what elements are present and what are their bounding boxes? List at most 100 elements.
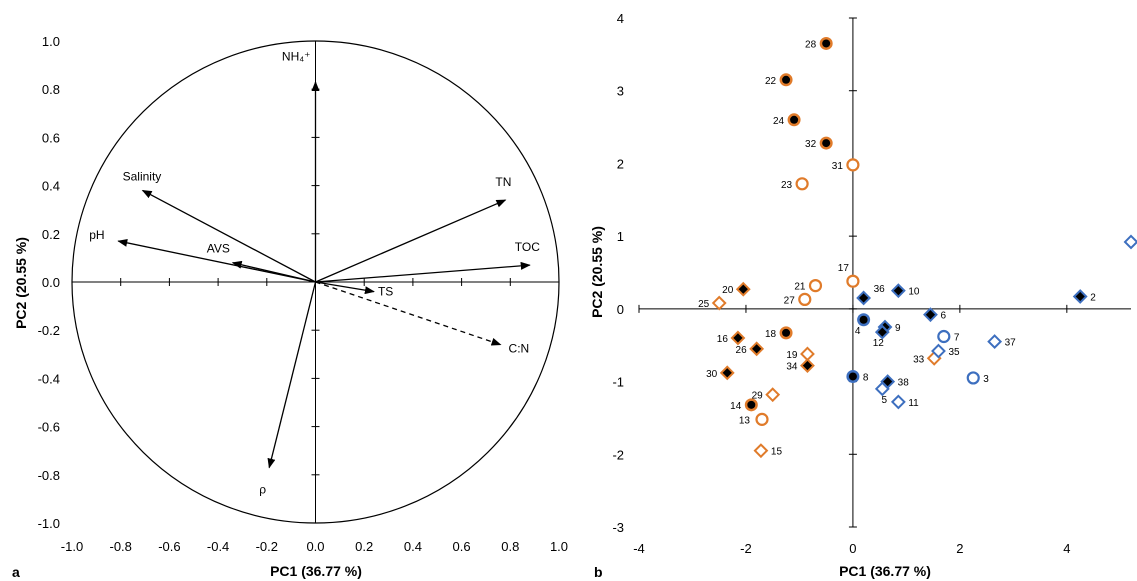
score-point	[735, 281, 751, 297]
score-point-inner	[848, 372, 857, 381]
score-point	[765, 387, 781, 403]
x-tick-label: 1.0	[550, 539, 568, 554]
score-point	[874, 324, 890, 340]
score-point-marker	[800, 346, 815, 362]
loading-vector-label: pH	[89, 228, 104, 242]
x-tick-label: 0.8	[501, 539, 519, 554]
panel-a-loading-plot: -1.0 -0.8 -0.6 -0.4 -0.2 0.0 0.2 0.4 0.6 0.8 1.0 -1…	[12, 34, 568, 580]
score-point-marker	[711, 295, 727, 311]
loading-vector-label: C:N	[509, 342, 530, 356]
score-point-marker	[800, 358, 815, 373]
loading-vector-label: Salinity	[123, 169, 162, 183]
score-point-marker	[730, 330, 746, 346]
score-point	[800, 346, 815, 362]
score-point-label: 28	[805, 39, 817, 50]
score-point-marker	[880, 374, 896, 389]
panel-label-a: a	[12, 564, 20, 580]
loading-vector	[267, 281, 317, 469]
score-point-label: 26	[736, 345, 748, 356]
score-point-label: 4	[855, 326, 861, 337]
score-point	[987, 334, 1003, 349]
score-point-marker	[890, 283, 906, 299]
y-tick-label: -0.8	[38, 468, 60, 483]
score-point	[846, 369, 860, 383]
loading-vector	[315, 281, 375, 295]
score-point-label: 21	[794, 282, 806, 293]
y-tick-label: 0.8	[42, 82, 60, 97]
x-tick-label: -0.8	[109, 539, 131, 554]
score-point-label: 14	[730, 401, 742, 412]
score-point-label: 2	[1090, 292, 1096, 303]
y-tick-label: 4	[617, 11, 624, 26]
score-point-marker	[846, 158, 860, 172]
loading-vector-label: ρ	[259, 483, 266, 497]
y-tick-label: -1.0	[38, 516, 60, 531]
score-point-label: 19	[786, 350, 798, 361]
x-tick-label: -1.0	[61, 539, 83, 554]
y-tick-label: 0.4	[42, 179, 60, 194]
loading-vector	[141, 189, 316, 283]
y-tick-label: 2	[617, 156, 624, 171]
y-tick-label: 1	[617, 229, 624, 244]
score-point-inner	[790, 115, 799, 124]
y-tick-label: 1.0	[42, 34, 60, 49]
y-tick-label: 0.0	[42, 275, 60, 290]
score-point	[795, 177, 809, 191]
score-point-inner	[859, 315, 868, 324]
score-point	[1123, 234, 1137, 250]
loading-vector-label: TS	[378, 285, 393, 299]
score-point	[1072, 289, 1088, 304]
score-point-marker	[937, 329, 951, 344]
score-point	[880, 374, 896, 389]
score-point-label: 23	[781, 180, 793, 191]
score-point-label: 33	[913, 354, 925, 365]
score-point-marker	[735, 281, 751, 297]
score-point	[730, 330, 746, 346]
score-point	[800, 358, 815, 373]
y-tick-label: -0.4	[38, 371, 60, 386]
score-point-marker	[1123, 234, 1137, 250]
score-point-inner	[822, 139, 831, 148]
score-point-label: 22	[765, 76, 777, 87]
y-tick-label: -1	[612, 375, 624, 390]
x-tick-label: -0.2	[256, 539, 278, 554]
x-tick-label: 4	[1063, 541, 1070, 556]
score-point-label: 20	[722, 285, 734, 296]
score-point-inner	[782, 328, 791, 337]
score-point-label: 8	[863, 372, 869, 383]
score-point	[966, 371, 980, 385]
x-tick-label: 0.2	[355, 539, 373, 554]
x-tick-label: -4	[633, 541, 645, 556]
score-point	[937, 329, 951, 344]
score-point-marker	[753, 443, 769, 459]
x-tick-label: -0.6	[158, 539, 180, 554]
score-point-label: 24	[773, 116, 785, 127]
score-point-marker	[923, 307, 938, 323]
score-point-label: 27	[784, 295, 796, 306]
score-point	[808, 278, 823, 293]
x-tick-label: -2	[740, 541, 752, 556]
y-axis-title: PC2 (20.55 %)	[13, 237, 29, 329]
loading-vector-label: NH₄⁺	[282, 49, 311, 63]
x-tick-label: 0.6	[453, 539, 471, 554]
y-tick-label: 3	[617, 84, 624, 99]
score-point-label: 16	[717, 334, 729, 345]
y-tick-label: 0	[617, 302, 624, 317]
score-point-marker	[966, 371, 980, 385]
score-point	[779, 73, 793, 87]
loading-vector-label: TOC	[515, 240, 540, 254]
score-point-label: 7	[954, 332, 960, 343]
loading-vector	[231, 260, 316, 283]
y-tick-label: -3	[612, 520, 624, 535]
score-point-label: 6	[940, 311, 946, 322]
y-tick-label: -2	[612, 447, 624, 462]
score-point-label: 38	[898, 378, 910, 389]
score-point	[857, 313, 871, 327]
x-tick-label: 0	[849, 541, 856, 556]
score-point-label: 11	[908, 398, 919, 409]
score-point-label: 10	[908, 287, 920, 298]
score-point-label: 25	[698, 299, 710, 310]
score-point	[749, 341, 765, 357]
loading-vector	[117, 238, 316, 283]
